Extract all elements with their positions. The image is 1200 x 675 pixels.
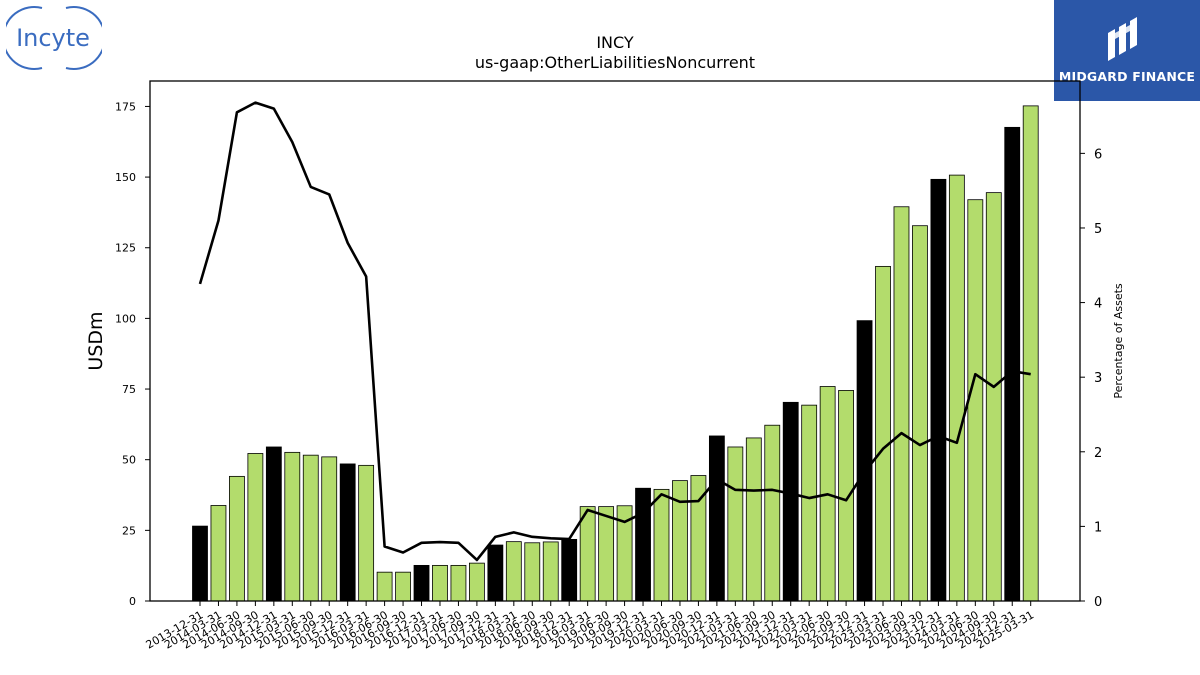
percentage-line <box>198 101 1031 562</box>
y-axis-label: USDm <box>85 311 107 370</box>
right-tick-label: 5 <box>1094 222 1102 237</box>
bar <box>653 488 670 602</box>
bar <box>745 437 762 602</box>
left-tick-label: 150 <box>115 171 136 184</box>
bar-series <box>192 105 1039 602</box>
bar <box>727 446 744 602</box>
bar <box>413 564 430 602</box>
left-tick-label: 75 <box>122 383 136 396</box>
left-tick-label: 25 <box>122 524 136 537</box>
bar <box>764 424 781 602</box>
bar <box>967 199 984 602</box>
midgard-mark-icon <box>1108 17 1137 61</box>
bar <box>376 571 393 602</box>
bar <box>468 562 485 602</box>
right-axis: 0 1 2 3 4 5 6 <box>1080 147 1102 610</box>
bar <box>247 453 264 602</box>
midgard-brand-text: MIDGARD FINANCE <box>1058 69 1196 84</box>
left-tick-label: 100 <box>115 312 136 325</box>
bar <box>432 564 448 602</box>
bar <box>948 174 965 602</box>
bar <box>358 464 375 602</box>
right-tick-label: 3 <box>1094 371 1102 386</box>
bar <box>487 544 504 602</box>
bar <box>339 463 356 602</box>
incyte-logo-text: Incyte <box>16 24 90 52</box>
bar <box>192 525 208 602</box>
left-tick-label: 0 <box>129 595 136 608</box>
bar <box>875 265 891 602</box>
bar <box>395 571 411 602</box>
bar <box>524 542 541 602</box>
bar <box>598 506 615 602</box>
bar <box>302 454 319 602</box>
chart-subtitle: us-gaap:OtherLiabilitiesNoncurrent <box>475 53 755 72</box>
bar <box>561 538 578 602</box>
bar <box>579 506 596 602</box>
right-tick-label: 2 <box>1094 446 1102 461</box>
bar <box>985 192 1002 602</box>
bar <box>893 206 910 602</box>
bar <box>284 451 301 602</box>
bar <box>321 456 338 602</box>
right-tick-label: 6 <box>1094 147 1102 162</box>
bar <box>229 475 245 602</box>
incyte-logo: Incyte <box>2 5 106 71</box>
plot-frame <box>149 80 1081 602</box>
bar <box>912 225 928 602</box>
y-axis-right-label: Percentage of Assets <box>1112 283 1125 399</box>
bar <box>782 401 799 602</box>
bar <box>505 541 522 602</box>
bar <box>930 178 947 602</box>
bar <box>708 435 725 602</box>
bar <box>856 320 873 602</box>
left-tick-label: 175 <box>115 100 136 113</box>
right-tick-label: 1 <box>1094 520 1102 535</box>
bar <box>838 390 854 602</box>
bar <box>542 541 559 602</box>
midgard-finance-logo: MIDGARD FINANCE <box>1054 0 1200 101</box>
left-tick-label: 50 <box>122 454 136 467</box>
bar <box>1004 126 1021 602</box>
right-tick-label: 4 <box>1094 297 1102 312</box>
chart-title: INCY <box>596 33 634 52</box>
bar <box>801 404 818 602</box>
right-tick-label: 0 <box>1094 595 1102 610</box>
bar <box>450 564 467 602</box>
bar <box>210 505 227 602</box>
bar <box>1022 105 1039 602</box>
left-axis: 0 25 50 75 100 125 150 175 <box>115 100 150 608</box>
bar <box>265 446 282 602</box>
left-tick-label: 125 <box>115 242 136 255</box>
bar <box>635 487 651 602</box>
x-axis: 2013-12-312014-03-312014-06-302014-09-30… <box>144 601 1036 652</box>
